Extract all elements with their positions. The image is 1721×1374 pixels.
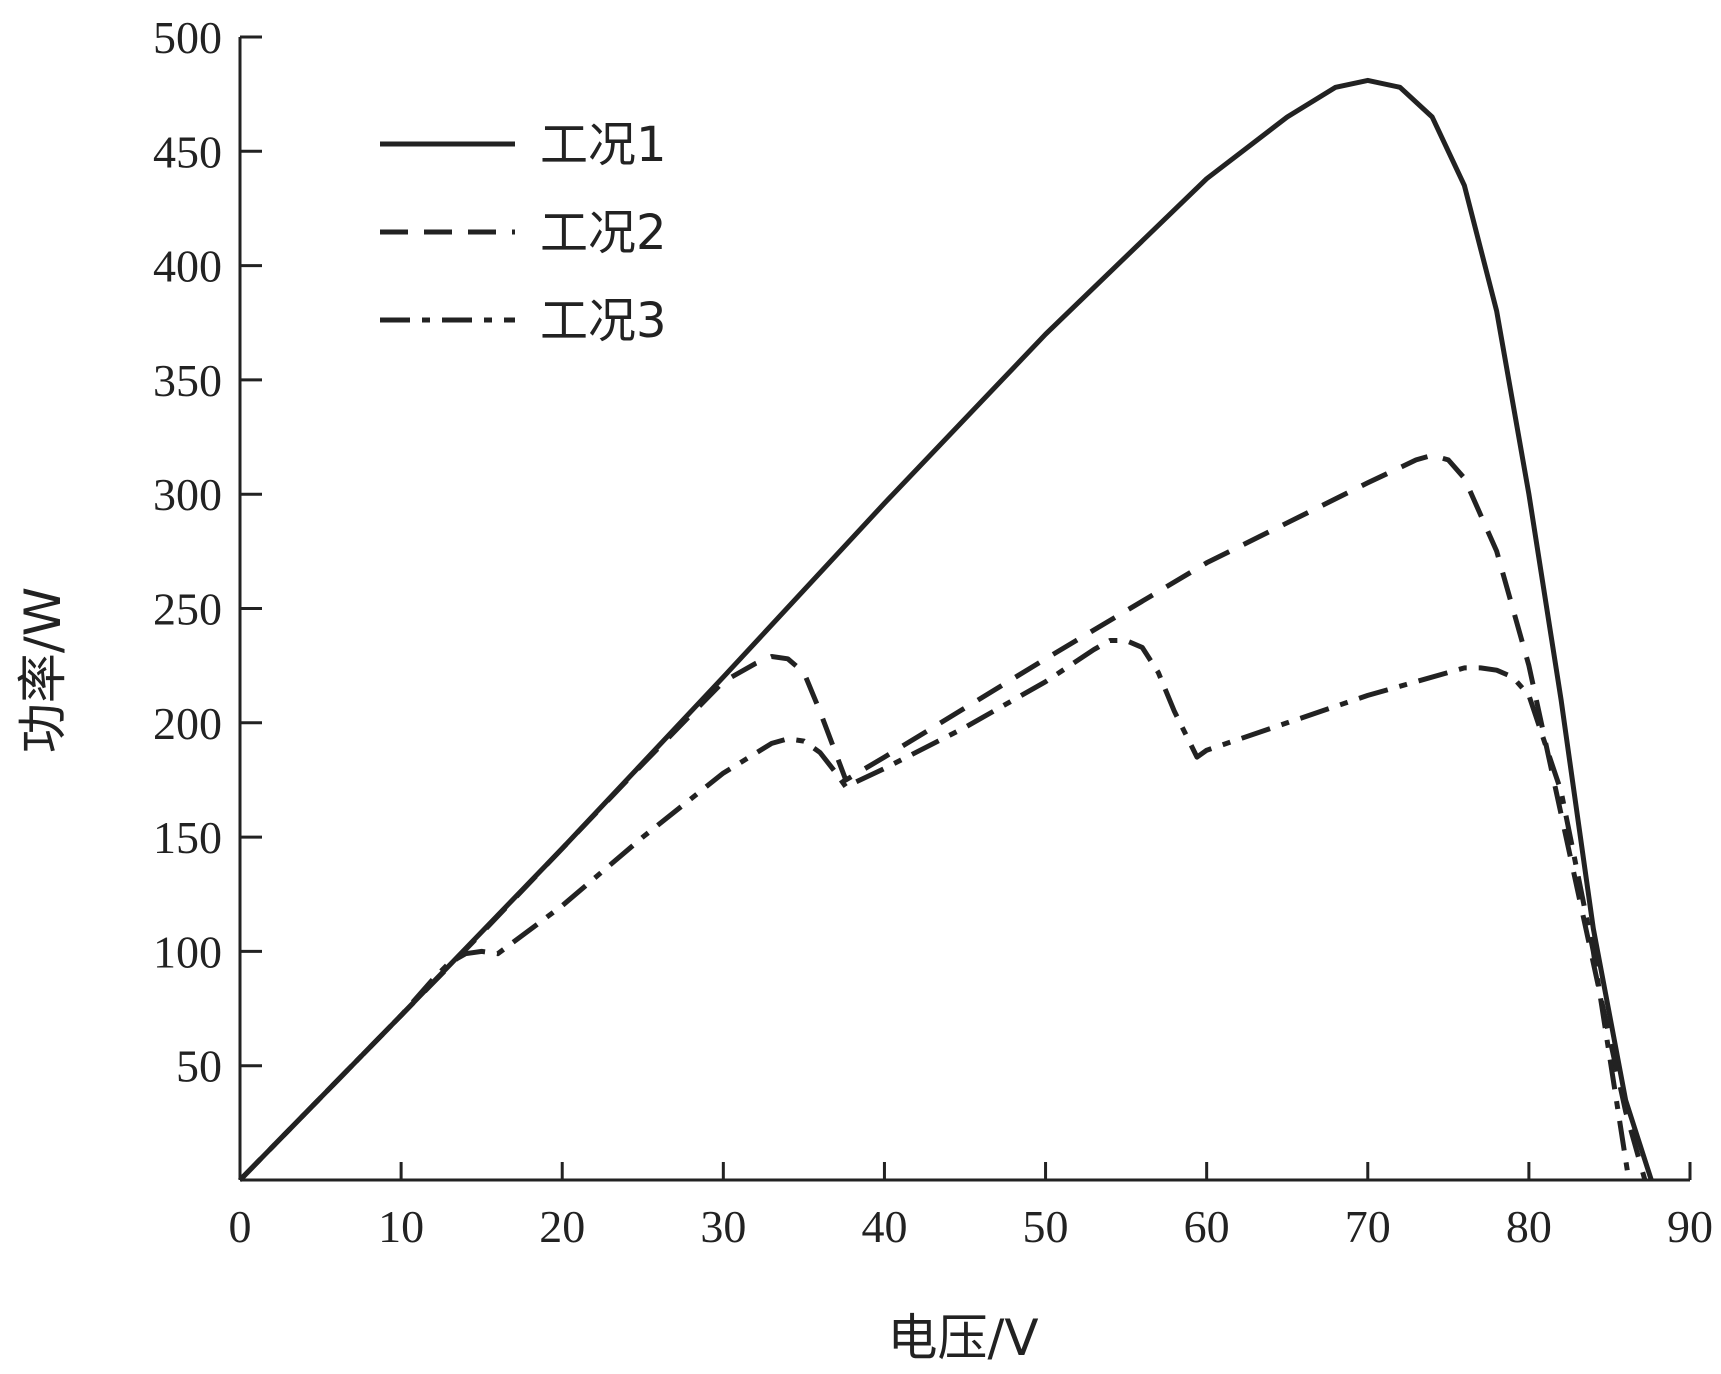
x-tick-label: 80	[1506, 1201, 1552, 1252]
x-tick-label: 90	[1667, 1201, 1713, 1252]
x-tick-label: 60	[1184, 1201, 1230, 1252]
y-tick-label: 500	[153, 12, 222, 63]
y-tick-label: 300	[153, 469, 222, 520]
y-tick-label: 100	[153, 926, 222, 977]
ticks	[240, 35, 1692, 1180]
x-tick-label: 20	[539, 1201, 585, 1252]
tick-labels: 0 10 20 30 40 50 60 70 80 90 50 100 150 200 250 300 350 4…	[153, 12, 1713, 1252]
x-tick-label: 30	[700, 1201, 746, 1252]
y-axis-title: 功率/W	[14, 587, 72, 753]
legend-label-1: 工况1	[540, 117, 667, 173]
legend-label-3: 工况3	[540, 293, 667, 349]
x-tick-label: 10	[378, 1201, 424, 1252]
x-tick-label: 70	[1345, 1201, 1391, 1252]
series-line-1	[238, 77, 1654, 1182]
series-layer	[238, 77, 1654, 1182]
legend-label-2: 工况2	[540, 205, 667, 261]
y-tick-label: 450	[153, 126, 222, 177]
y-tick-label: 250	[153, 584, 222, 635]
y-tick-label: 400	[153, 241, 222, 292]
series-line-2	[238, 452, 1648, 1182]
y-tick-label: 150	[153, 812, 222, 863]
x-axis-title: 电压/V	[887, 1309, 1038, 1367]
series-line-3	[238, 638, 1632, 1182]
y-tick-label: 200	[153, 698, 222, 749]
x-tick-label: 0	[229, 1201, 252, 1252]
x-tick-label: 40	[861, 1201, 907, 1252]
x-tick-label: 50	[1023, 1201, 1069, 1252]
legend: 工况1 工况2 工况3	[380, 117, 667, 349]
y-tick-label: 50	[176, 1041, 222, 1092]
y-tick-label: 350	[153, 355, 222, 406]
